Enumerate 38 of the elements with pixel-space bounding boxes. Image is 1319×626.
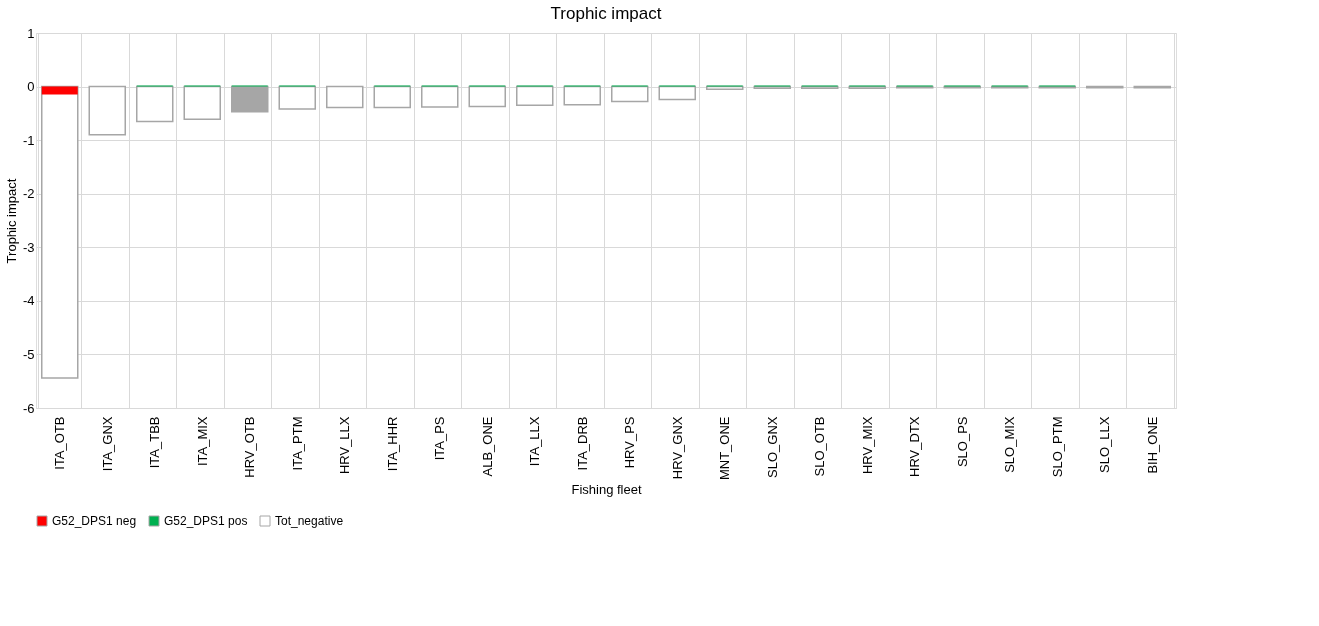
x-tick-label: ALB_ONE — [479, 416, 495, 477]
legend-label: Tot_negative — [275, 514, 344, 528]
y-tick-label: 1 — [27, 25, 35, 41]
y-tick-label: -2 — [22, 186, 35, 202]
x-tick-label: MNT_ONE — [717, 416, 733, 481]
x-tick-label: ITA_DRB — [574, 416, 590, 471]
x-tick-label: HRV_PS — [622, 416, 638, 469]
x-tick-label: HRV_DTX — [907, 416, 923, 477]
y-tick-label: -1 — [22, 132, 35, 148]
x-tick-label: SLO_GNX — [764, 416, 780, 478]
chart-title: Trophic impact — [550, 4, 662, 23]
y-axis-title: Trophic impact — [3, 178, 19, 264]
y-tick-label: 0 — [27, 79, 35, 95]
x-tick-label: ITA_MIX — [194, 416, 210, 467]
x-tick-label: SLO_OTB — [812, 416, 828, 477]
y-tick-label: -5 — [22, 346, 35, 362]
x-tick-label: ITA_OTB — [52, 416, 68, 470]
x-tick-label: HRV_OTB — [242, 416, 258, 478]
legend-label: G52_DPS1 neg — [52, 514, 137, 528]
x-tick-label: ITA_PTM — [289, 416, 305, 471]
x-axis-title: Fishing fleet — [571, 482, 642, 498]
y-tick-label: -4 — [22, 293, 35, 309]
y-tick-label: -3 — [22, 239, 35, 255]
x-tick-label: ITA_HHR — [384, 416, 400, 472]
x-tick-label: HRV_LLX — [337, 416, 353, 475]
x-tick-label: ITA_GNX — [99, 416, 115, 472]
x-tick-label: ITA_LLX — [527, 416, 543, 467]
x-tick-label: SLO_MIX — [1002, 416, 1018, 473]
y-tick-label: -6 — [22, 400, 35, 416]
x-tick-label: SLO_PTM — [1049, 416, 1065, 478]
x-tick-label: BIH_ONE — [1144, 416, 1160, 474]
x-tick-label: SLO_LLX — [1097, 416, 1113, 473]
legend-label: G52_DPS1 pos — [164, 514, 248, 528]
x-tick-label: HRV_GNX — [669, 416, 685, 480]
x-tick-label: ITA_PS — [432, 416, 448, 461]
x-tick-label: HRV_MIX — [859, 416, 875, 475]
x-tick-label: SLO_PS — [954, 416, 970, 468]
x-tick-label: ITA_TBB — [147, 416, 163, 469]
